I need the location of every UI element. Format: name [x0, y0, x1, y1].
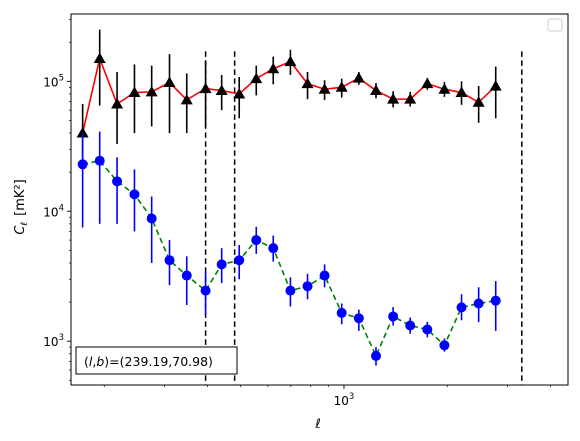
data-point-circle [388, 311, 399, 322]
data-point-circle [268, 243, 279, 254]
data-point-circle [94, 155, 105, 166]
series-layer [76, 29, 502, 366]
x-axis-label: ℓ [314, 417, 320, 432]
data-point-triangle [352, 72, 365, 83]
data-point-triangle [404, 93, 417, 104]
data-point-circle [164, 255, 175, 266]
data-point-triangle [301, 77, 314, 89]
series-1 [76, 29, 502, 170]
data-point-triangle [145, 85, 158, 97]
data-point-circle [319, 270, 330, 281]
data-point-triangle [387, 93, 400, 104]
annotation-frame [75, 346, 238, 375]
data-point-circle [473, 298, 484, 309]
data-point-circle [353, 313, 364, 324]
y-tick-label: 103 [43, 333, 64, 349]
data-point-triangle [128, 86, 141, 98]
data-point-triangle [370, 84, 383, 96]
annotation-text: (l,b)=(239.19,70.98) [84, 354, 213, 369]
annotation-box: (l,b)=(239.19,70.98) [75, 346, 238, 375]
data-point-triangle [163, 76, 176, 88]
x-tick-label: 103 [334, 392, 355, 408]
data-point-circle [146, 213, 157, 224]
series-line [81, 55, 497, 134]
data-point-triangle [199, 82, 212, 94]
data-point-circle [129, 189, 140, 200]
data-point-triangle [318, 83, 331, 94]
ticks-layer: 103 104 105 103 [43, 19, 551, 408]
y-axis-label-subscript: ℓ [20, 222, 30, 227]
series-2 [77, 131, 501, 366]
y-tick-label: 105 [43, 73, 64, 89]
data-point-circle [77, 159, 88, 170]
data-point-triangle [180, 93, 193, 105]
data-point-triangle [93, 52, 106, 63]
data-point-circle [439, 340, 450, 351]
data-point-triangle [111, 97, 124, 109]
data-point-circle [422, 324, 433, 335]
data-point-circle [234, 255, 245, 266]
data-point-triangle [233, 87, 246, 99]
y-axis-label-symbol: C [13, 225, 28, 235]
data-point-circle [490, 295, 501, 306]
data-point-circle [336, 307, 347, 318]
data-point-circle [371, 350, 382, 361]
data-point-triangle [472, 96, 485, 107]
data-point-triangle [438, 83, 451, 94]
y-axis-label: Cℓ [mK²] [13, 179, 30, 234]
data-point-triangle [215, 84, 228, 96]
data-point-circle [251, 235, 262, 246]
data-point-triangle [76, 127, 89, 138]
data-point-circle [285, 285, 296, 296]
data-point-triangle [421, 77, 434, 89]
y-tick-label: 104 [43, 203, 64, 219]
data-point-circle [302, 281, 313, 292]
data-point-circle [405, 320, 416, 331]
data-point-triangle [267, 62, 280, 74]
data-point-triangle [335, 81, 348, 92]
data-point-triangle [489, 80, 502, 91]
series-line [82, 159, 496, 358]
legend-box [547, 18, 563, 32]
data-point-circle [200, 285, 211, 296]
vertical-lines-layer [204, 51, 523, 385]
data-point-circle [456, 302, 467, 313]
legend-frame [547, 18, 563, 32]
data-point-circle [181, 270, 192, 281]
data-point-triangle [455, 86, 468, 98]
data-point-circle [216, 259, 227, 270]
data-point-circle [112, 176, 123, 187]
y-axis-label-unit: [mK²] [13, 179, 28, 216]
axes-layer [70, 13, 569, 386]
svg-text:Cℓ[mK²]: Cℓ [mK²] [13, 179, 30, 234]
plot-frame [70, 13, 569, 386]
data-point-triangle [250, 72, 263, 84]
data-point-triangle [284, 55, 297, 67]
